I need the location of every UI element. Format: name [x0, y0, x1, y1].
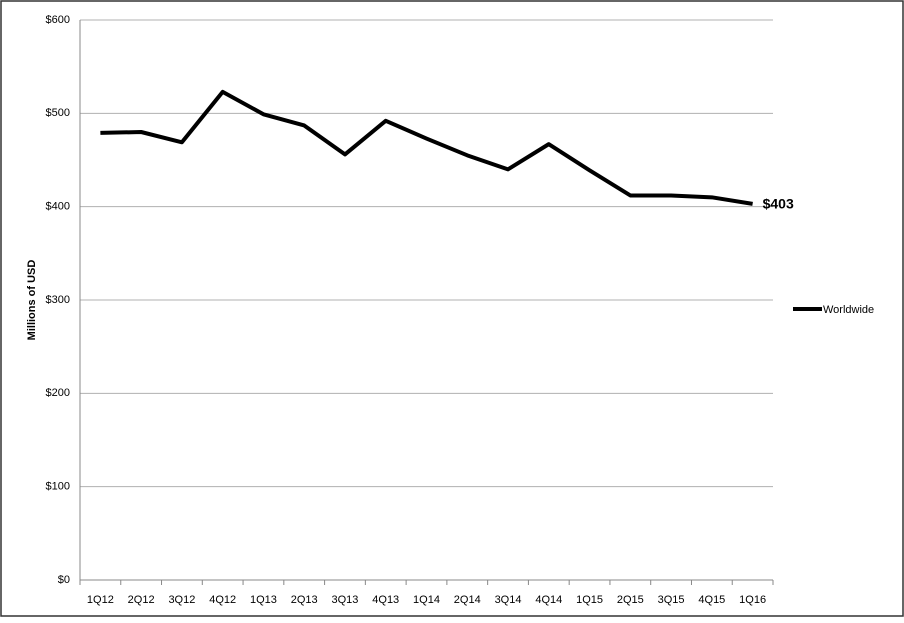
x-tick-label: 4Q12: [209, 594, 236, 606]
y-tick-label: $0: [58, 574, 70, 586]
x-tick-label: 1Q16: [739, 594, 766, 606]
y-tick-label: $100: [46, 481, 70, 493]
x-tick-label: 3Q15: [658, 594, 685, 606]
x-tick-label: 2Q14: [454, 594, 481, 606]
y-tick-label: $600: [46, 14, 70, 26]
x-tick-label: 3Q12: [168, 594, 195, 606]
x-tick-label: 2Q12: [128, 594, 155, 606]
x-tick-label: 2Q13: [291, 594, 318, 606]
x-tick-label: 4Q15: [698, 594, 725, 606]
x-tick-label: 1Q13: [250, 594, 277, 606]
x-tick-label: 1Q12: [87, 594, 114, 606]
x-tick-label: 1Q15: [576, 594, 603, 606]
y-tick-label: $500: [46, 107, 70, 119]
y-tick-label: $300: [46, 294, 70, 306]
x-tick-label: 2Q15: [617, 594, 644, 606]
legend-label: Worldwide: [823, 304, 874, 316]
x-tick-label: 4Q14: [535, 594, 562, 606]
x-tick-label: 1Q14: [413, 594, 440, 606]
y-tick-label: $200: [46, 387, 70, 399]
x-tick-label: 3Q14: [495, 594, 522, 606]
data-label: $403: [763, 196, 794, 212]
x-tick-label: 3Q13: [332, 594, 359, 606]
y-tick-label: $400: [46, 201, 70, 213]
y-axis-title: Millions of USD: [26, 260, 38, 341]
x-tick-label: 4Q13: [372, 594, 399, 606]
line-series: [100, 89, 753, 206]
